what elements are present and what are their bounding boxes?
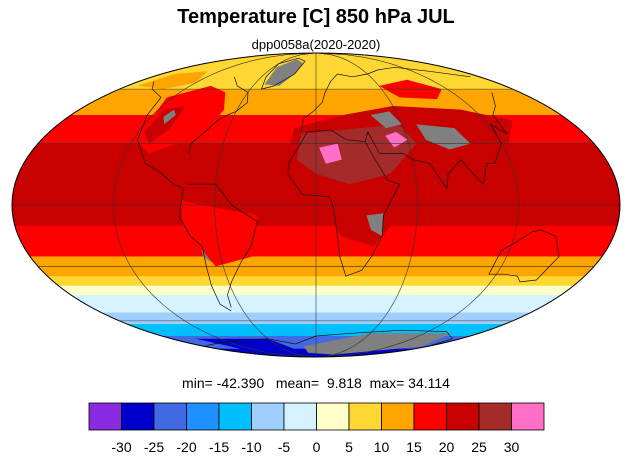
chart-subtitle: dpp0058a(2020-2020) bbox=[251, 37, 381, 52]
meridian-60 bbox=[315, 53, 418, 357]
eurasia-north-coast bbox=[300, 66, 471, 132]
africa-north-coast bbox=[287, 129, 369, 174]
sa-east-coast bbox=[187, 183, 258, 308]
asia-south-east-coast bbox=[367, 92, 508, 190]
colorbar-swatch bbox=[153, 402, 187, 431]
colorbar-swatch bbox=[316, 402, 350, 431]
sahara-peak bbox=[319, 143, 342, 164]
na-east-coast bbox=[188, 76, 249, 154]
graticule bbox=[12, 53, 620, 357]
regional-features bbox=[136, 59, 513, 355]
sahara-arabia-hottest bbox=[296, 124, 417, 185]
persia-peak bbox=[385, 131, 408, 148]
min-label: min= bbox=[182, 375, 213, 391]
greenland-coast bbox=[261, 57, 306, 90]
meridian--60 bbox=[214, 53, 317, 357]
colorbar-tick-label: 5 bbox=[345, 439, 353, 455]
greenland-missing bbox=[264, 59, 304, 86]
colorbar-tick-label: -5 bbox=[278, 439, 291, 455]
colorbar-swatch bbox=[283, 402, 317, 431]
mean-label: mean= bbox=[275, 375, 320, 391]
colorbar-swatch bbox=[413, 402, 447, 431]
colorbar-tick-label: 20 bbox=[439, 439, 455, 455]
australia-coast bbox=[488, 229, 560, 283]
sa-west-coast bbox=[179, 188, 232, 312]
colorbar-tick-label: 30 bbox=[504, 439, 520, 455]
caucasus-missing bbox=[370, 111, 402, 129]
chart-title: Temperature [C] 850 hPa JUL bbox=[177, 6, 455, 28]
map-border bbox=[11, 52, 621, 358]
colorbar-swatch bbox=[381, 402, 415, 431]
antarctica-missing bbox=[303, 333, 453, 355]
africa-outline bbox=[287, 141, 401, 277]
temperature-map bbox=[11, 52, 621, 358]
tibet-missing bbox=[416, 124, 471, 150]
colorbar-swatch bbox=[121, 402, 155, 431]
rockies-missing bbox=[163, 109, 176, 125]
central-africa-hot bbox=[324, 194, 392, 247]
colorbar-swatch bbox=[446, 402, 480, 431]
max-label: max= bbox=[369, 375, 405, 391]
siberia-warm bbox=[379, 79, 442, 100]
alaska-warm bbox=[137, 71, 208, 90]
colorbar-swatch bbox=[218, 402, 252, 431]
south-america-warm bbox=[180, 200, 257, 267]
colorbar-swatch bbox=[88, 402, 122, 431]
coastlines bbox=[137, 57, 560, 347]
antarctica-cold bbox=[195, 338, 294, 351]
colorbar-tick-label: 25 bbox=[471, 439, 487, 455]
meridian--120 bbox=[112, 53, 317, 357]
colorbar-swatch bbox=[348, 402, 382, 431]
colorbar-tick-label: -30 bbox=[111, 439, 131, 455]
meridian-120 bbox=[315, 53, 520, 357]
colorbar-swatch bbox=[478, 402, 512, 431]
antarctica-coast bbox=[204, 329, 453, 347]
na-west-coast bbox=[137, 81, 184, 189]
colorbar-swatch bbox=[186, 402, 220, 431]
colorbar-tick-label: 15 bbox=[406, 439, 422, 455]
colorbar-tick-label: -25 bbox=[144, 439, 164, 455]
colorbar-swatch bbox=[251, 402, 285, 431]
mean-value: 9.818 bbox=[326, 375, 362, 391]
colorbar-tick-label: -10 bbox=[241, 439, 261, 455]
colorbar-tick-label: -15 bbox=[209, 439, 229, 455]
colorbar-tick-label: -20 bbox=[176, 439, 196, 455]
colorbar-tick-label: 10 bbox=[374, 439, 390, 455]
min-value: -42.390 bbox=[216, 375, 265, 391]
max-value: 34.114 bbox=[408, 375, 450, 391]
colorbar-tick-label: 0 bbox=[313, 439, 321, 455]
stats-line: min= -42.390 mean= 9.818 max= 34.114 bbox=[0, 375, 632, 391]
colorbar-swatch bbox=[511, 402, 545, 431]
east-africa-missing bbox=[366, 213, 384, 237]
